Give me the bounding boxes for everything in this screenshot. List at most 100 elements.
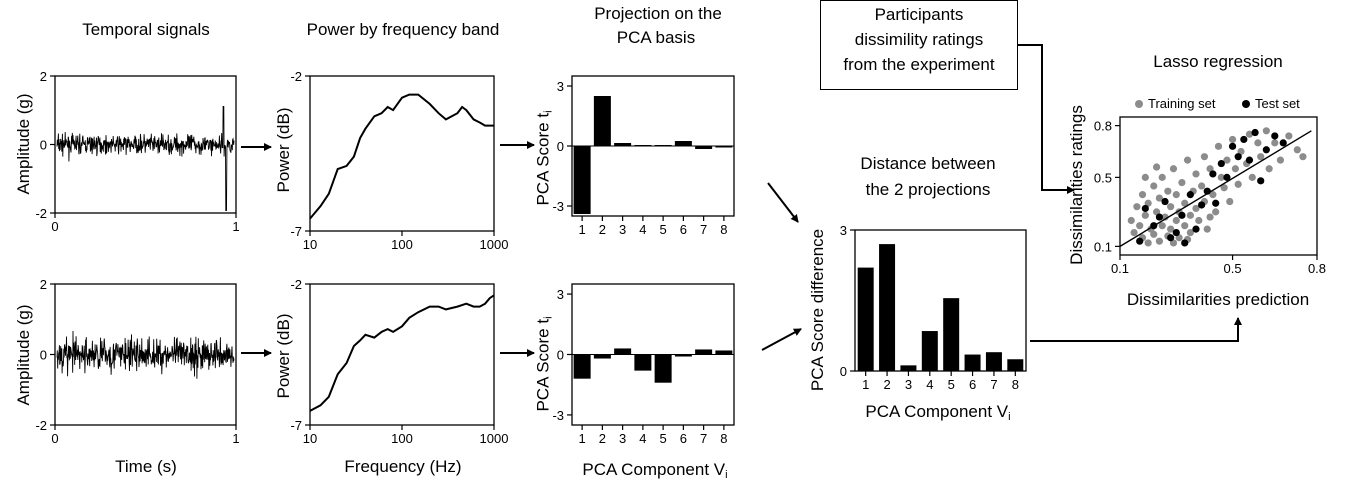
amplitude-axis-label-bottom: Amplitude (g) [14,304,33,406]
score-difference-axis-label: PCA Score difference [808,228,827,392]
frequency-tick-top-0: 10 [303,237,317,252]
test-point-3 [1155,213,1163,221]
pca-bar-difference-4 [921,331,938,371]
pca-bar-bottom-7 [695,349,713,355]
training-point-44 [1214,142,1223,150]
training-point-30 [1183,156,1192,164]
pca-score-tick-difference-1: 0 [840,364,847,379]
pca-component-tick-top-8: 8 [720,222,727,237]
test-point-16 [1228,142,1237,150]
pca-component-tick-bottom-1: 1 [579,431,586,446]
training-point-1 [1130,228,1138,237]
test-point-13 [1212,199,1220,207]
lasso-x-tick-0: 0.1 [1111,261,1129,276]
test-point-22 [1262,146,1270,154]
training-point-7 [1144,239,1152,247]
training-point-19 [1164,187,1172,195]
test-point-24 [1279,139,1287,147]
pca-score-axis-label-bottom: PCA Score ti [533,316,555,412]
lasso-x-tick-2: 0.8 [1308,261,1326,276]
pca-bar-top-1 [573,146,591,214]
training-point-64 [1299,153,1307,161]
pca-component-tick-difference-3: 3 [905,377,912,392]
test-point-25 [1209,170,1217,178]
pca-bar-top-3 [614,143,632,146]
training-point-50 [1231,165,1239,173]
title-lasso-regression: Lasso regression [1153,52,1283,71]
training-point-13 [1155,237,1163,245]
test-point-19 [1245,156,1254,164]
temporal-signal-trace-bottom [56,330,235,379]
pca-bar-bottom-6 [674,354,692,357]
title-projection-line1: Projection on the [594,4,722,23]
pca-component-tick-bottom-2: 2 [599,431,606,446]
pca-score-tick-top-1: 0 [557,139,564,154]
training-point-56 [1254,139,1262,147]
training-point-46 [1220,184,1228,192]
lasso-frame [1119,116,1318,256]
ratings-box-line1: Participants [874,5,964,24]
training-point-69 [1206,213,1214,221]
training-point-5 [1138,191,1147,199]
pca-component-tick-bottom-8: 8 [720,431,727,446]
pca-component-tick-difference-7: 7 [990,377,997,392]
pca-component-tick-difference-5: 5 [948,377,955,392]
pca-bar-bottom-2 [593,354,611,359]
temporal-signal-trace-top [56,106,235,211]
power-axis-label-bottom: Power (dB) [274,313,293,399]
lasso-y-tick-0: 0.8 [1094,119,1112,134]
title-power-by-frequency: Power by frequency band [306,20,500,39]
pca-component-tick-difference-1: 1 [862,377,869,392]
dissimilarities-ratings-axis-label: Dissimilarities ratings [1067,105,1086,265]
pca-component-tick-difference-8: 8 [1012,377,1019,392]
frequency-tick-top-2: 1000 [480,237,509,252]
pca-score-tick-top-2: -3 [552,199,564,214]
pca-component-tick-difference-4: 4 [926,377,933,392]
test-point-7 [1178,211,1186,219]
lasso-y-tick-1: 0.5 [1094,170,1112,185]
training-point-31 [1186,211,1194,219]
test-point-5 [1167,234,1175,242]
test-point-18 [1240,135,1248,144]
pca-score-tick-difference-0: 3 [840,223,847,238]
training-point-51 [1234,180,1242,188]
test-point-9 [1186,191,1194,199]
title-distance-line2: the 2 projections [865,180,991,199]
time-tick-bottom-0: 0 [51,431,58,446]
training-point-65 [1141,173,1149,181]
training-point-21 [1167,225,1175,233]
pca-component-tick-bottom-7: 7 [700,431,707,446]
test-point-23 [1271,132,1279,140]
pca-bar-difference-8 [1007,359,1024,371]
training-point-11 [1150,230,1158,238]
title-projection-line2: PCA basis [616,28,696,47]
pca-component-tick-top-1: 1 [579,222,586,237]
frequency-tick-bottom-2: 1000 [480,431,509,446]
test-point-8 [1181,239,1189,247]
pca-bar-top-7 [695,146,713,149]
test-point-4 [1161,197,1169,206]
pca-bar-top-2 [593,96,611,146]
training-point-59 [1265,165,1273,173]
test-point-0 [1136,237,1144,245]
participant-ratings-box: Participants dissimility ratings from th… [820,0,1018,90]
training-point-23 [1172,216,1180,225]
pca-bar-top-5 [654,145,672,147]
training-point-48 [1226,197,1234,206]
legend-training-set: Training set [1135,96,1215,112]
training-point-15 [1158,222,1166,230]
arrow-pca-top-to-distance [767,182,799,223]
pca-score-axis-label-top: PCA Score ti [533,110,555,206]
power-frame-bottom [309,283,495,426]
training-point-57 [1257,153,1265,161]
frequency-tick-bottom-1: 100 [391,431,413,446]
training-point-47 [1223,156,1231,164]
training-point-66 [1152,163,1161,171]
lasso-x-tick-1: 0.5 [1224,261,1242,276]
training-point-45 [1217,173,1225,181]
test-point-11 [1198,201,1206,209]
pca-component-tick-top-4: 4 [639,222,646,237]
pca-component-axis-label-distance: PCA Component Vi [865,402,1011,423]
training-point-58 [1262,127,1270,135]
